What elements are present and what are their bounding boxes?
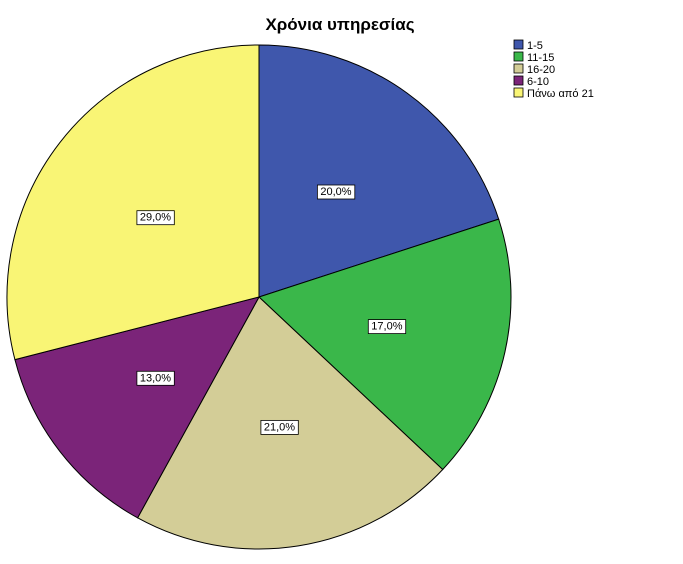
legend-swatch-6-10 — [513, 75, 524, 86]
pie-slice-Πάνω-από-21 — [6, 44, 260, 361]
data-labels: 20,0% 17,0% 21,0% 13,0% 29,0% — [136, 184, 407, 435]
data-label-box — [316, 184, 356, 200]
data-label-1-5: 20,0% — [320, 186, 351, 198]
legend-label-Πάνω-από-21: Πάνω από 21 — [527, 88, 594, 100]
legend-swatch-16-20 — [513, 63, 524, 74]
legend-swatch-1-5 — [513, 39, 524, 50]
data-label-11-15: 17,0% — [371, 321, 402, 333]
data-label-box — [260, 419, 299, 435]
pie-slices — [6, 44, 512, 550]
data-label-box — [367, 319, 407, 335]
data-label-Πάνω-από-21: 29,0% — [140, 212, 171, 224]
legend-swatch-Πάνω-από-21 — [513, 87, 524, 98]
legend-label-1-5: 1-5 — [527, 40, 543, 52]
legend-label-16-20: 16-20 — [527, 64, 555, 76]
data-label-box — [136, 370, 175, 386]
data-label-16-20: 21,0% — [264, 421, 295, 433]
pie-slice-1-5 — [258, 44, 500, 298]
pie-slice-11-15 — [258, 218, 512, 471]
pie-slice-6-10 — [14, 296, 260, 519]
chart-title: Χρόνια υπηρεσίας — [265, 15, 414, 34]
legend-label-11-15: 11-15 — [527, 52, 554, 64]
legend-label-6-10: 6-10 — [527, 76, 549, 88]
legend-swatch-11-15 — [513, 51, 524, 62]
data-label-6-10: 13,0% — [140, 372, 171, 384]
data-label-box — [136, 210, 175, 226]
